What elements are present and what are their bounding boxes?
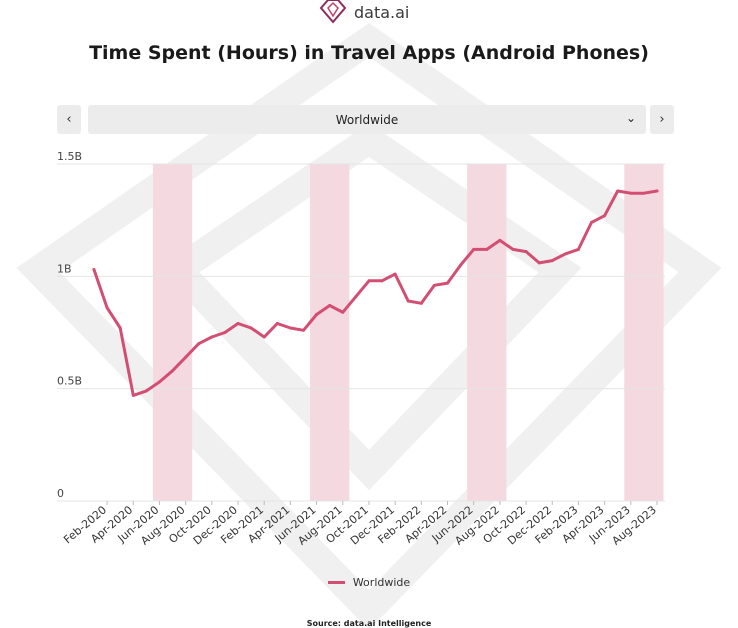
series-line[interactable]: [92, 189, 659, 397]
data-point[interactable]: [590, 220, 594, 224]
data-point[interactable]: [367, 279, 371, 283]
data-point[interactable]: [485, 247, 489, 251]
legend-label: Worldwide: [352, 576, 411, 589]
data-point[interactable]: [197, 342, 201, 346]
highlight-band: [467, 164, 507, 501]
data-point[interactable]: [393, 272, 397, 276]
data-point[interactable]: [511, 247, 515, 251]
data-point[interactable]: [380, 279, 384, 283]
chart-legend[interactable]: Worldwide: [0, 576, 738, 589]
data-point[interactable]: [328, 304, 332, 308]
y-tick-label: 0.5B: [57, 375, 82, 388]
data-point[interactable]: [354, 295, 358, 299]
data-point[interactable]: [131, 393, 135, 397]
data-point[interactable]: [432, 283, 436, 287]
data-point[interactable]: [537, 261, 541, 265]
legend-swatch: [327, 581, 345, 584]
data-point[interactable]: [262, 335, 266, 339]
data-ai-logo-icon: [319, 0, 347, 24]
data-point[interactable]: [576, 247, 580, 251]
data-point[interactable]: [184, 355, 188, 359]
data-point[interactable]: [301, 328, 305, 332]
data-point[interactable]: [315, 313, 319, 317]
data-point[interactable]: [406, 299, 410, 303]
data-point[interactable]: [236, 322, 240, 326]
chevron-right-icon: ›: [659, 112, 665, 127]
data-point[interactable]: [171, 369, 175, 373]
data-point[interactable]: [603, 214, 607, 218]
data-point[interactable]: [419, 301, 423, 305]
chevron-left-icon: ‹: [66, 112, 72, 127]
data-point[interactable]: [655, 189, 659, 193]
data-point[interactable]: [550, 259, 554, 263]
data-point[interactable]: [629, 191, 633, 195]
data-point[interactable]: [249, 326, 253, 330]
data-point[interactable]: [288, 326, 292, 330]
highlight-band: [310, 164, 350, 501]
y-tick-label: 1.5B: [57, 150, 82, 163]
previous-button[interactable]: ‹: [57, 105, 81, 134]
data-point[interactable]: [524, 250, 528, 254]
y-tick-label: 0: [57, 487, 64, 500]
data-point[interactable]: [210, 335, 214, 339]
data-point[interactable]: [616, 189, 620, 193]
highlight-band: [624, 164, 664, 501]
chevron-down-icon: ⌄: [625, 111, 636, 125]
data-point[interactable]: [459, 263, 463, 267]
region-select-value: Worldwide: [335, 112, 399, 127]
y-tick-label: 1B: [57, 262, 72, 275]
data-point[interactable]: [642, 191, 646, 195]
data-point[interactable]: [105, 306, 109, 310]
data-point[interactable]: [157, 380, 161, 384]
data-point[interactable]: [92, 268, 96, 272]
data-point[interactable]: [563, 252, 567, 256]
data-point[interactable]: [446, 281, 450, 285]
data-point[interactable]: [341, 310, 345, 314]
brand-logo: data.ai: [318, 0, 409, 24]
highlight-band: [152, 164, 193, 501]
source-note: Source: data.ai Intelligence: [306, 619, 432, 628]
data-point[interactable]: [472, 247, 476, 251]
chart-title: Time Spent (Hours) in Travel Apps (Andro…: [89, 42, 649, 64]
data-point[interactable]: [223, 331, 227, 334]
brand-name: data.ai: [354, 2, 410, 22]
next-button[interactable]: ›: [650, 105, 674, 134]
data-point[interactable]: [144, 389, 148, 393]
data-point[interactable]: [118, 326, 122, 330]
data-point[interactable]: [498, 238, 502, 242]
data-point[interactable]: [275, 322, 279, 326]
region-select[interactable]: Worldwide ⌄: [88, 105, 646, 134]
